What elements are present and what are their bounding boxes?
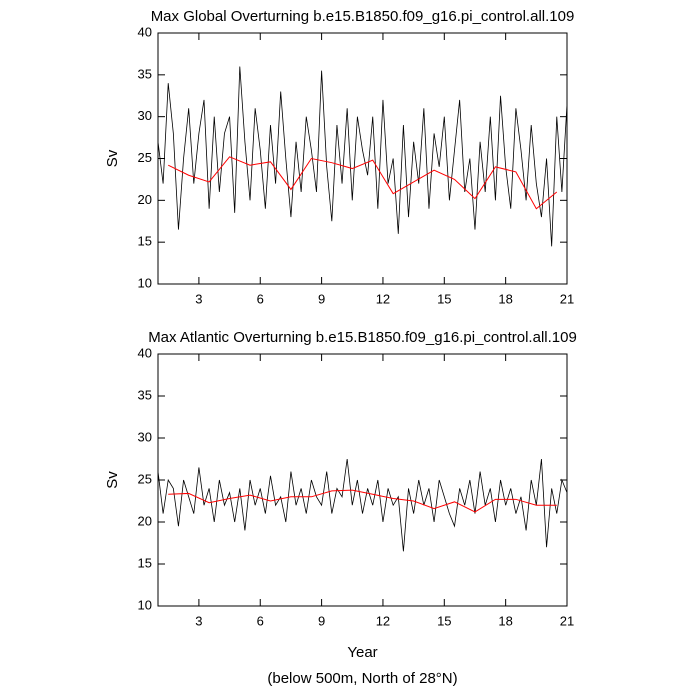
data-line: [167, 156, 558, 210]
y-tick-label: 10: [138, 275, 152, 290]
x-tick-label: 21: [560, 613, 574, 628]
y-tick-label: 10: [138, 597, 152, 612]
data-line: [157, 458, 568, 552]
x-axis-label: Year: [347, 644, 377, 661]
footnote: (below 500m, North of 28°N): [267, 670, 457, 687]
y-tick-label: 35: [138, 387, 152, 402]
y-tick-label: 25: [138, 150, 152, 165]
x-tick-label: 21: [560, 291, 574, 306]
x-tick-label: 3: [195, 291, 202, 306]
data-line: [168, 489, 557, 513]
y-axis-label: Sv: [104, 149, 121, 167]
y-tick-label: 20: [138, 192, 152, 207]
y-axis-label: Sv: [104, 471, 121, 489]
y-tick-label: 25: [138, 471, 152, 486]
data-line: [157, 66, 568, 247]
y-tick-label: 20: [138, 513, 152, 528]
x-tick-label: 18: [498, 613, 512, 628]
y-tick-label: 15: [138, 555, 152, 570]
x-tick-label: 18: [498, 291, 512, 306]
y-tick-label: 30: [138, 108, 152, 123]
y-tick-label: 40: [138, 24, 152, 39]
x-tick-label: 12: [376, 613, 390, 628]
plot-frame: [157, 353, 568, 607]
x-tick-label: 15: [437, 291, 451, 306]
x-tick-label: 6: [257, 613, 264, 628]
x-tick-label: 12: [376, 291, 390, 306]
y-tick-label: 40: [138, 345, 152, 360]
chart-title: Max Global Overturning b.e15.B1850.f09_g…: [151, 8, 575, 25]
y-tick-label: 30: [138, 429, 152, 444]
x-tick-label: 6: [257, 291, 264, 306]
y-tick-label: 15: [138, 234, 152, 249]
chart-title: Max Atlantic Overturning b.e15.B1850.f09…: [148, 329, 577, 346]
y-tick-label: 35: [138, 66, 152, 81]
x-tick-label: 3: [195, 613, 202, 628]
x-tick-label: 9: [318, 291, 325, 306]
x-tick-label: 15: [437, 613, 451, 628]
x-tick-label: 9: [318, 613, 325, 628]
plot-frame: [157, 32, 568, 285]
